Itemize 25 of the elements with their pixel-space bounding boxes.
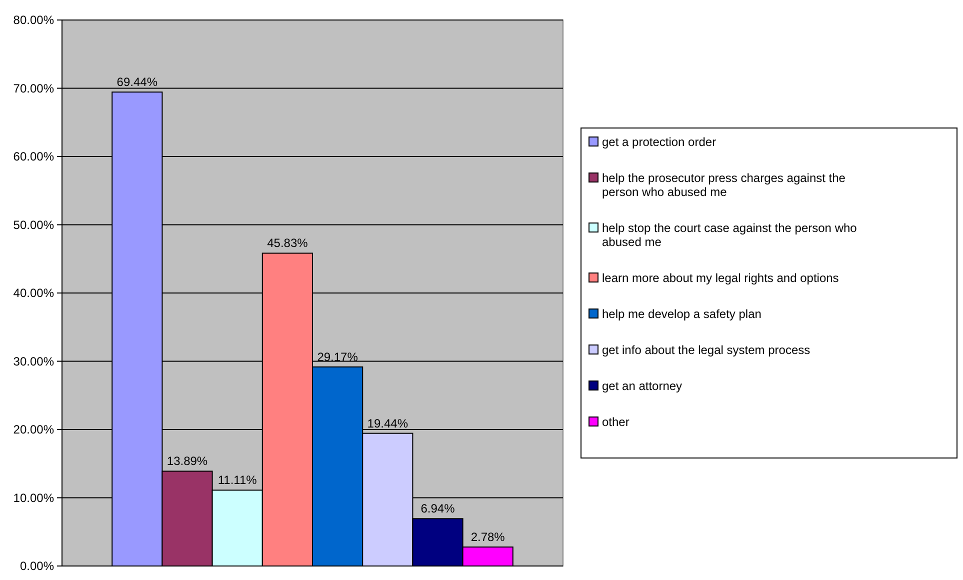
legend-label: help me develop a safety plan — [602, 307, 762, 321]
legend-label: get an attorney — [602, 379, 682, 393]
data-label: 6.94% — [420, 502, 456, 516]
legend-label: help stop the court case against the person who abused me — [602, 221, 858, 249]
legend-label: get a protection order — [602, 135, 716, 149]
legend-label: help the prosecutor press charges against the person who abused me — [602, 171, 846, 199]
data-label: 11.11% — [218, 473, 258, 488]
data-label: 45.83% — [267, 236, 308, 250]
data-label: 29.17% — [317, 350, 358, 364]
legend-label: other — [602, 415, 630, 429]
y-tick-label: 20.00% — [13, 422, 54, 437]
y-tick-label: 70.00% — [13, 81, 54, 96]
y-tick-label: 30.00% — [13, 354, 54, 368]
y-tick-label: 0.00% — [20, 559, 54, 574]
y-tick-label: 80.00% — [13, 13, 54, 28]
data-label: 13.89% — [166, 454, 208, 468]
data-label: 19.44% — [367, 416, 408, 430]
legend-label: learn more about my legal rights and options — [602, 271, 839, 285]
y-tick-label: 10.00% — [13, 490, 54, 505]
legend-label: get info about the legal system process — [602, 343, 810, 357]
y-tick-label: 50.00% — [13, 218, 54, 232]
data-label: 69.44% — [116, 75, 158, 90]
data-label: 2.78% — [470, 530, 506, 544]
y-tick-label: 60.00% — [13, 150, 54, 164]
y-tick-label: 40.00% — [13, 286, 54, 300]
